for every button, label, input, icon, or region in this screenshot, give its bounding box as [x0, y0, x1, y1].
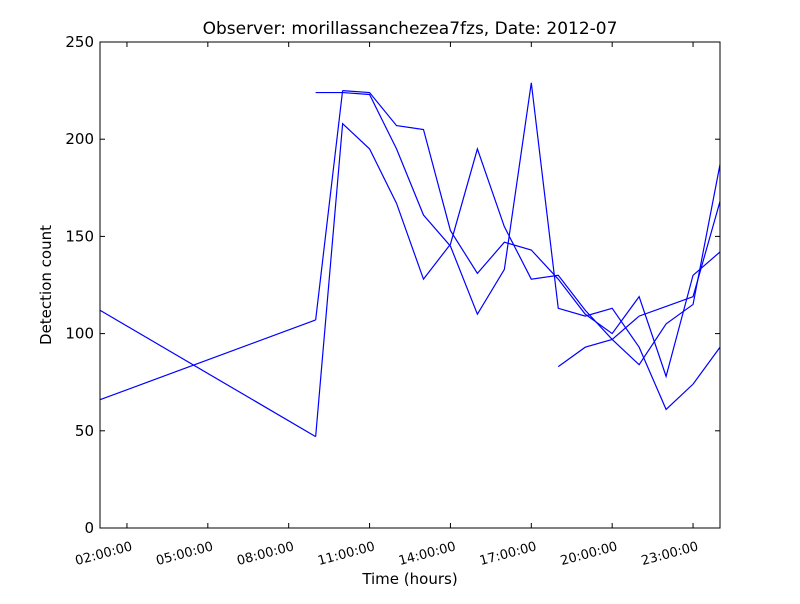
- y-axis-label: Detection count: [37, 225, 55, 345]
- y-tick-label-2: 100: [65, 325, 94, 343]
- x-tick-label-1: 05:00:00: [155, 539, 215, 569]
- x-axis-label: Time (hours): [361, 570, 457, 588]
- x-axis: 02:00:00 05:00:00 08:00:00 11:00:00 14:00:00…: [74, 42, 700, 569]
- y-tick-label-0: 0: [84, 519, 94, 537]
- x-tick-label-6: 20:00:00: [559, 539, 619, 569]
- y-tick-label-4: 200: [65, 130, 94, 148]
- y-tick-label-5: 250: [65, 33, 94, 51]
- plot-frame: [99, 41, 721, 529]
- series-line-3: [315, 122, 721, 437]
- series-line-0: [99, 319, 316, 401]
- x-tick-label-4: 14:00:00: [397, 539, 457, 569]
- series-line-4: [315, 82, 721, 411]
- x-tick-label-0: 02:00:00: [74, 539, 134, 569]
- x-tick-label-2: 08:00:00: [235, 539, 295, 569]
- x-tick-label-3: 11:00:00: [316, 539, 376, 569]
- series-line-5: [342, 90, 721, 379]
- x-tick-label-5: 17:00:00: [478, 539, 538, 569]
- chart-title: Observer: morillassanchezea7fzs, Date: 2…: [203, 19, 618, 39]
- series-line-2: [315, 90, 344, 321]
- y-tick-label-3: 150: [65, 227, 94, 245]
- series-layer: [99, 82, 721, 438]
- x-tick-label-7: 23:00:00: [640, 539, 700, 569]
- y-axis: 0 50 100 150 200 250: [65, 33, 720, 537]
- y-tick-label-1: 50: [75, 422, 94, 440]
- series-line-6: [557, 201, 721, 368]
- series-line-1: [99, 309, 316, 438]
